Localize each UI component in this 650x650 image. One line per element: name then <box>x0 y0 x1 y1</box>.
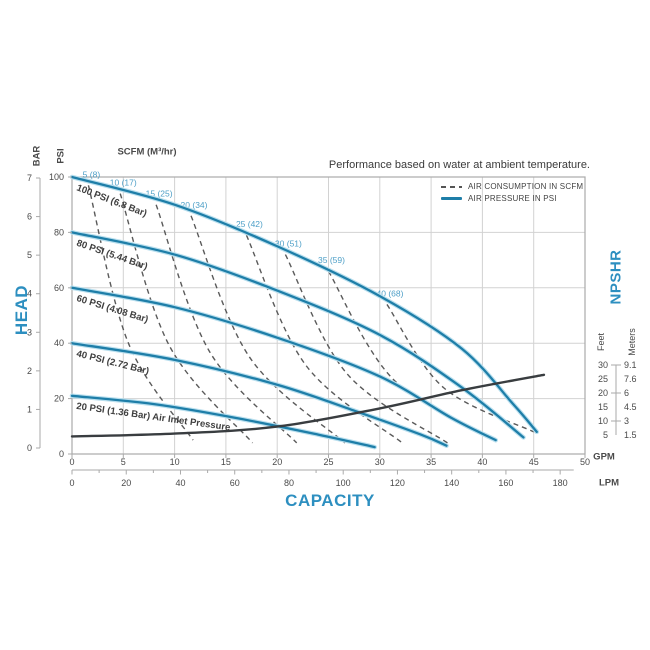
scfm-value-label: 15 (25) <box>146 189 173 199</box>
meters-tick-label: 3 <box>624 416 629 426</box>
lpm-tick-label: 160 <box>498 478 513 488</box>
psi-tick-label: 20 <box>54 394 64 404</box>
gpm-tick-label: 50 <box>580 457 590 467</box>
scfm-value-label: 40 (68) <box>377 288 404 298</box>
scfm-header-label: SCFM (M³/hr) <box>117 146 177 158</box>
scfm-value-label: 10 (17) <box>110 178 137 188</box>
lpm-tick-label: 80 <box>284 478 294 488</box>
scfm-value-label: 25 (42) <box>236 219 263 229</box>
pressure-curve-1 <box>70 175 538 433</box>
meters-tick-label: 1.5 <box>624 430 637 440</box>
bar-unit-label: BAR <box>31 145 43 167</box>
air-consumption-curve-2 <box>119 193 254 444</box>
scfm-value-label: 5 (8) <box>83 169 101 179</box>
pressure-curve-2 <box>70 231 525 439</box>
legend-label: AIR PRESSURE IN PSI <box>468 194 557 203</box>
meters-tick-label: 7.6 <box>624 374 637 384</box>
pressure-curve-3 <box>70 286 497 442</box>
dashed-line-sample-icon <box>441 185 462 188</box>
bar-tick-label: 0 <box>27 443 32 453</box>
lpm-tick-label: 0 <box>69 478 74 488</box>
feet-tick-label: 25 <box>598 374 608 384</box>
air-consumption-curve-3 <box>155 204 298 444</box>
scfm-value-label: 20 (34) <box>181 200 208 210</box>
lpm-tick-label: 20 <box>121 478 131 488</box>
air-consumption-curve-6 <box>284 254 448 444</box>
gpm-tick-label: 30 <box>375 457 385 467</box>
npshr-curve <box>70 373 546 438</box>
lpm-tick-label: 60 <box>230 478 240 488</box>
feet-tick-label: 10 <box>598 416 608 426</box>
lpm-tick-label: 180 <box>553 478 568 488</box>
bar-tick-label: 3 <box>27 327 32 337</box>
head-axis-title: HEAD <box>12 284 31 336</box>
air-consumption-curve-5 <box>245 234 403 444</box>
bar-tick-label: 2 <box>27 366 32 376</box>
lpm-tick-label: 120 <box>390 478 405 488</box>
feet-tick-label: 30 <box>598 360 608 370</box>
gpm-unit-label: GPM <box>593 451 615 463</box>
scfm-value-label: 30 (51) <box>275 239 302 249</box>
lpm-tick-label: 140 <box>444 478 459 488</box>
feet-tick-label: 20 <box>598 388 608 398</box>
bar-tick-label: 4 <box>27 289 32 299</box>
lpm-tick-label: 100 <box>336 478 351 488</box>
scfm-value-label: 35 (59) <box>318 255 345 265</box>
psi-tick-label: 0 <box>59 449 64 459</box>
feet-tick-label: 15 <box>598 402 608 412</box>
bar-tick-label: 1 <box>27 404 32 414</box>
capacity-axis-title: CAPACITY <box>285 491 375 510</box>
feet-unit-label: Feet <box>596 332 606 352</box>
npshr-axis-title: NPSHR <box>607 249 625 305</box>
meters-tick-label: 9.1 <box>624 360 637 370</box>
bar-tick-label: 5 <box>27 250 32 260</box>
gpm-tick-label: 10 <box>170 457 180 467</box>
psi-tick-label: 80 <box>54 227 64 237</box>
meters-unit-label: Meters <box>627 328 637 356</box>
lpm-tick-label: 40 <box>175 478 185 488</box>
psi-tick-label: 60 <box>54 283 64 293</box>
meters-tick-label: 6 <box>624 388 629 398</box>
bar-tick-label: 6 <box>27 212 32 222</box>
pressure-curve-5 <box>70 394 376 449</box>
gpm-tick-label: 20 <box>272 457 282 467</box>
legend-item-air-consumption: AIR CONSUMPTION IN SCFM <box>441 181 583 192</box>
air-consumption-curve-4 <box>190 215 346 444</box>
air-consumption-curve-8 <box>386 304 535 433</box>
gpm-tick-label: 5 <box>121 457 126 467</box>
legend-item-air-pressure: AIR PRESSURE IN PSI <box>441 193 583 204</box>
feet-tick-label: 5 <box>603 430 608 440</box>
gpm-tick-label: 45 <box>529 457 539 467</box>
psi-tick-label: 100 <box>49 172 64 182</box>
gpm-tick-label: 0 <box>69 457 74 467</box>
chart-title: Performance based on water at ambient te… <box>328 159 590 171</box>
psi-unit-label: PSI <box>55 148 67 164</box>
legend: AIR CONSUMPTION IN SCFM AIR PRESSURE IN … <box>441 181 583 204</box>
pressure-curve-4 <box>70 342 448 447</box>
gpm-tick-label: 35 <box>426 457 436 467</box>
solid-line-sample-icon <box>441 197 462 200</box>
meters-tick-label: 4.5 <box>624 402 637 412</box>
legend-label: AIR CONSUMPTION IN SCFM <box>468 182 584 191</box>
gpm-tick-label: 25 <box>323 457 333 467</box>
lpm-unit-label: LPM <box>598 477 620 489</box>
psi-tick-label: 40 <box>54 338 64 348</box>
pressure-curve-casing <box>69 340 449 448</box>
gpm-tick-label: 15 <box>221 457 231 467</box>
air-consumption-curve-1 <box>87 185 194 441</box>
bar-tick-label: 7 <box>27 173 32 183</box>
gpm-tick-label: 40 <box>477 457 487 467</box>
